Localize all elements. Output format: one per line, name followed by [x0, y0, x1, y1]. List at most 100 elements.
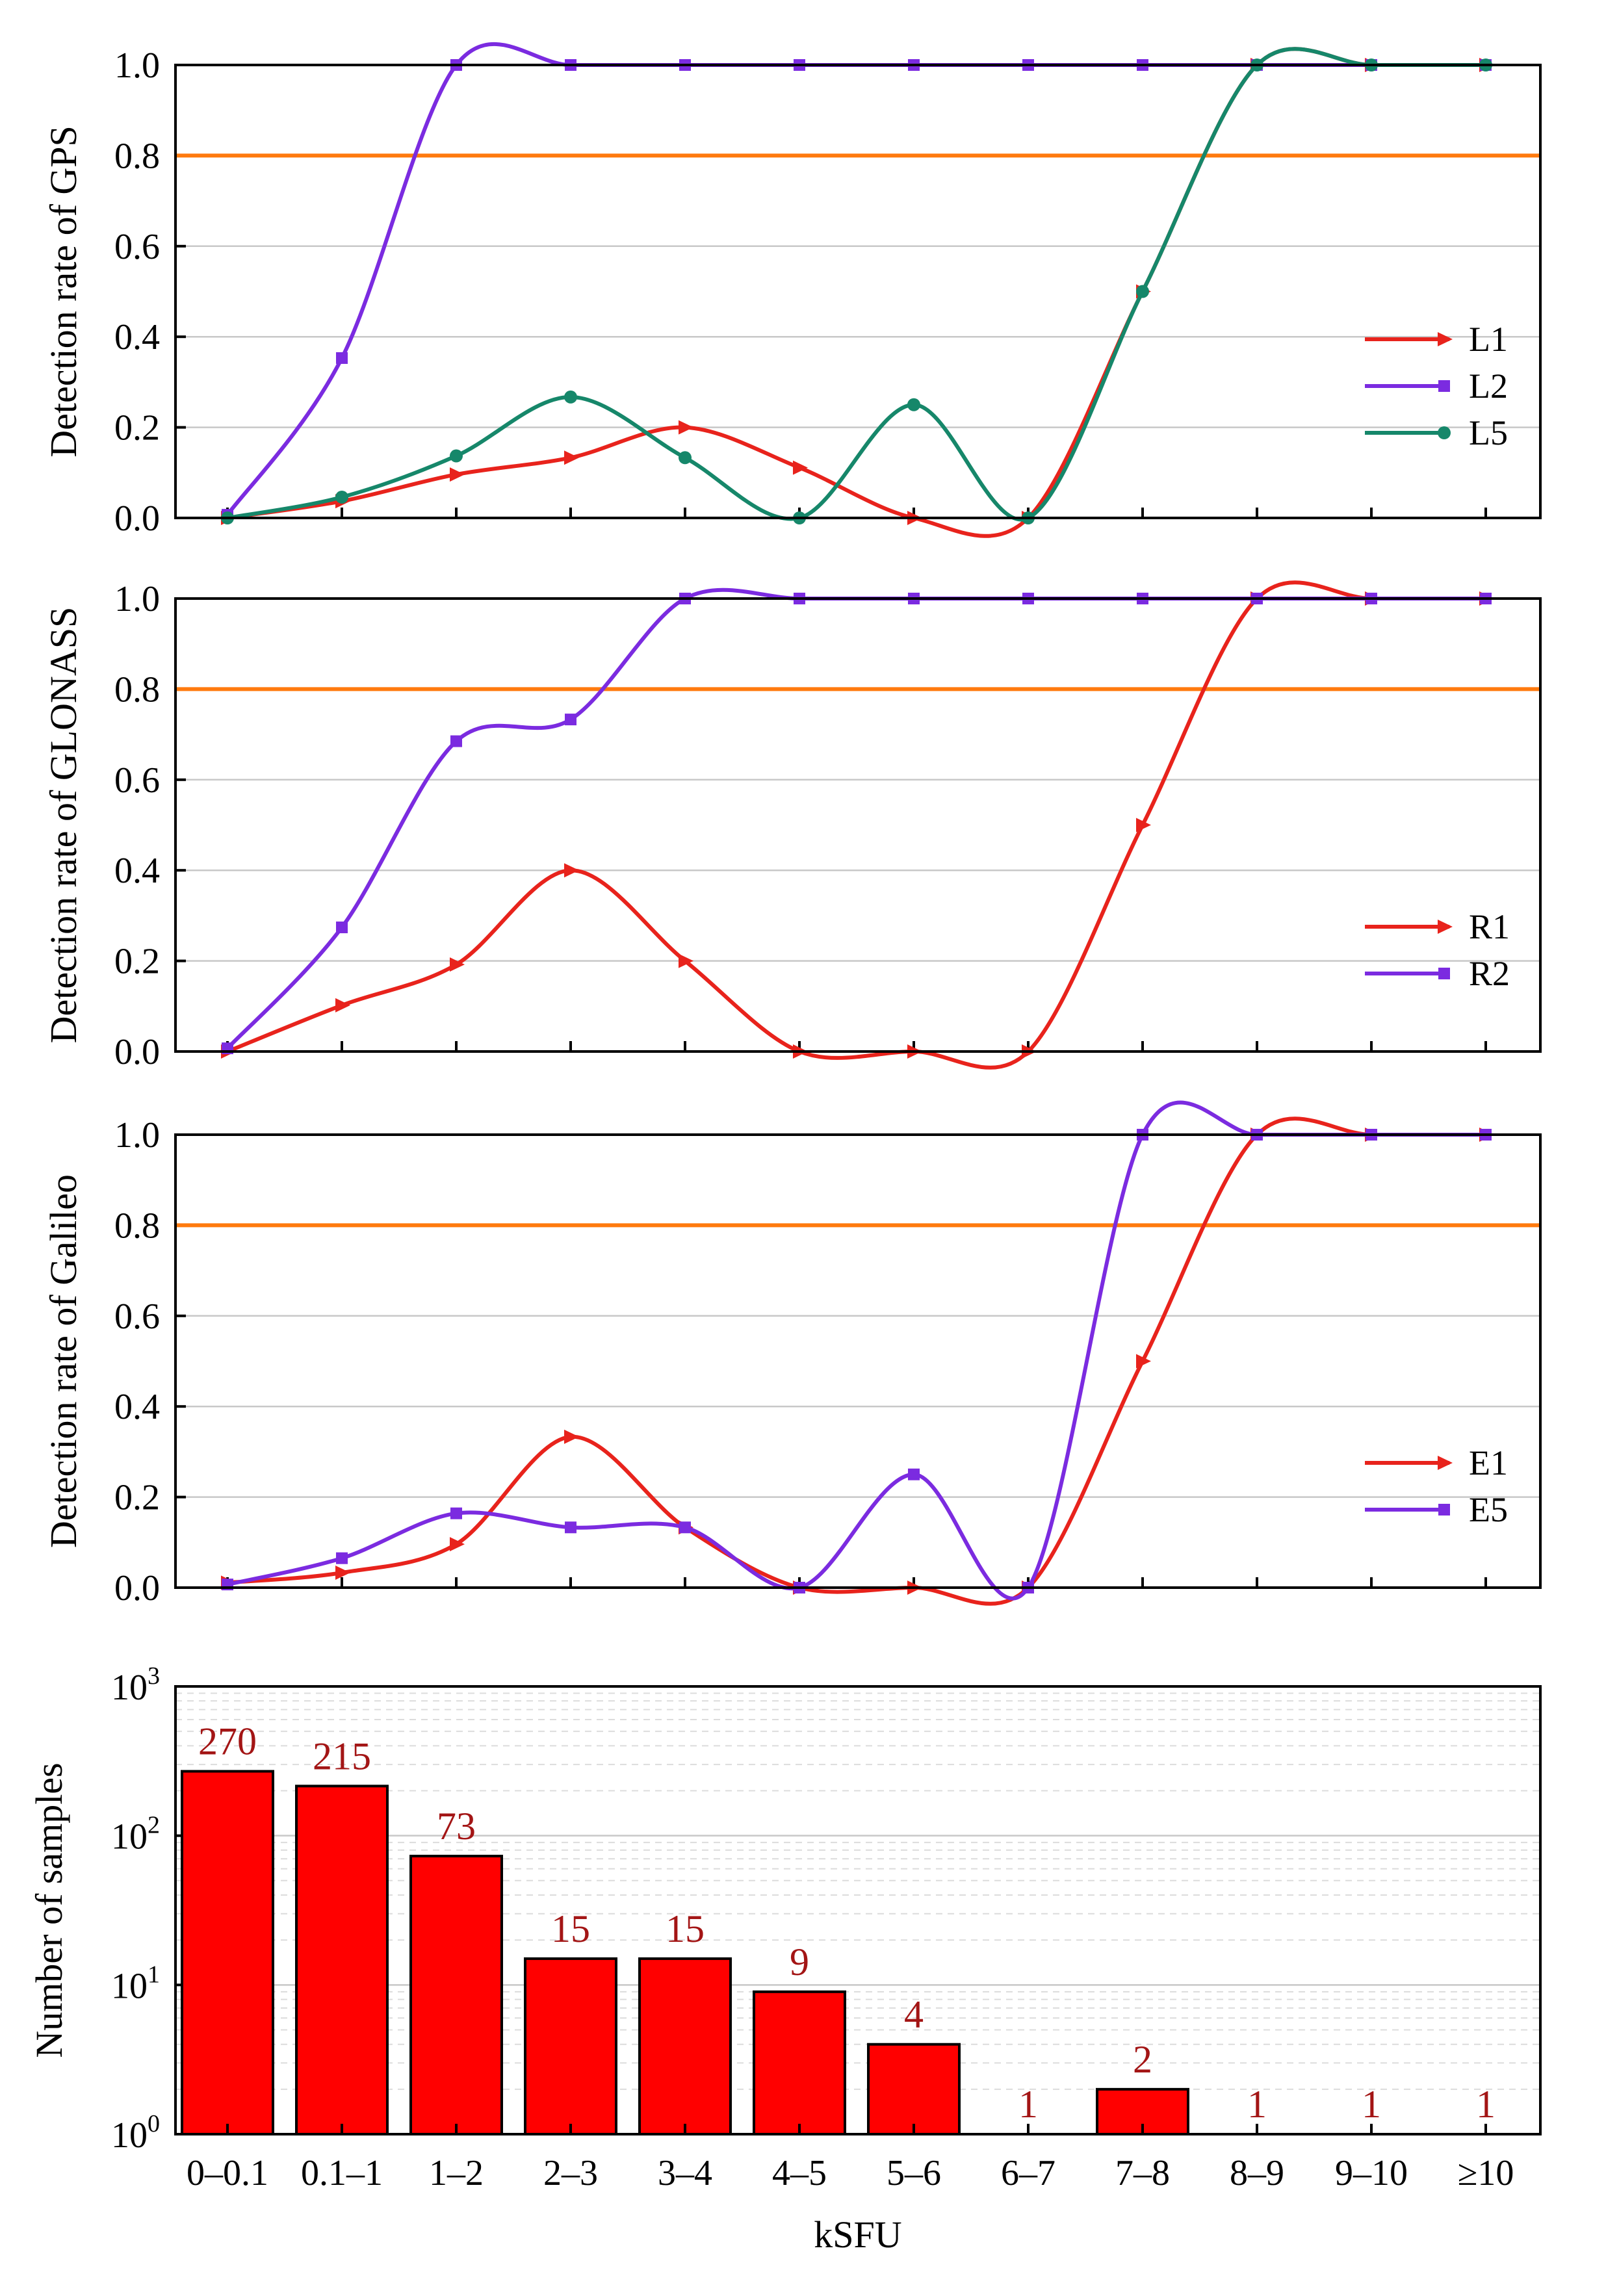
- x-tick-label: 2–3: [543, 2153, 598, 2193]
- y-tick-label: 0.0: [114, 1032, 160, 1072]
- legend-label-l5: L5: [1469, 413, 1508, 452]
- point-l1-5: [679, 420, 693, 435]
- x-tick-label: 0.1–1: [301, 2153, 383, 2193]
- bar-value-label: 73: [437, 1805, 476, 1848]
- y-tick-label: 102: [111, 1812, 160, 1857]
- line-panel-2: 0.0 0.2 0.4 0.6 0.8 1.0 R1 R2 Detection rate of …: [42, 579, 1542, 1072]
- series-line-r1: [226, 580, 1486, 1070]
- bar-1: [181, 1770, 274, 2135]
- legend-marker-r2: [1438, 968, 1450, 979]
- y-tick-exponent: 2: [148, 1812, 160, 1839]
- y-tick-label: 0.6: [114, 760, 160, 801]
- x-tick-label: 4–5: [772, 2153, 827, 2193]
- y-axis-title: Detection rate of GPS: [42, 125, 84, 458]
- y-tick-base: 10: [111, 1966, 148, 2006]
- x-tick-label: 3–4: [658, 2153, 712, 2193]
- series-line-l5: [227, 47, 1486, 522]
- x-tick-label: ≥10: [1458, 2153, 1514, 2193]
- x-tick-label: 1–2: [429, 2153, 484, 2193]
- y-tick-label: 0.8: [114, 136, 160, 176]
- bar-panel: 1001011021032700–0.12150.1–1731–2152–315…: [28, 1662, 1542, 2256]
- point-e5-2: [336, 1552, 348, 1564]
- line-panel-3: 0.0 0.2 0.4 0.6 0.8 1.0 E1 E5 Detection rate of …: [42, 1100, 1542, 1608]
- series-line-l1: [227, 47, 1486, 538]
- bar-7: [867, 2043, 961, 2135]
- y-tick-label: 0.6: [114, 227, 160, 267]
- legend-marker-l5: [1438, 426, 1451, 439]
- bar-value-label: 1: [1018, 2083, 1038, 2126]
- bar-value-label: 15: [551, 1907, 590, 1950]
- y-tick-label: 0.0: [114, 1568, 160, 1608]
- y-tick-label: 0.0: [114, 498, 160, 539]
- bar-2: [295, 1785, 389, 2135]
- y-tick-label: 0.4: [114, 1387, 160, 1427]
- y-axis-title: Detection rate of Galileo: [42, 1174, 84, 1548]
- point-l5-2: [335, 490, 348, 504]
- y-tick-label: 0.4: [114, 317, 160, 357]
- point-l5-9: [1136, 285, 1149, 298]
- legend-label-r1: R1: [1469, 907, 1510, 946]
- point-l1-4: [564, 450, 579, 465]
- point-l5-5: [679, 451, 692, 465]
- bar-value-label: 215: [313, 1735, 371, 1777]
- bar-6: [753, 1990, 846, 2135]
- y-tick-label: 0.2: [114, 1478, 160, 1518]
- point-l5-7: [907, 398, 920, 411]
- x-tick-label: 0–0.1: [187, 2153, 268, 2193]
- legend-marker-l1: [1438, 332, 1453, 346]
- point-e5-4: [565, 1521, 576, 1534]
- legend-marker-l2: [1438, 380, 1450, 392]
- y-tick-base: 10: [111, 1668, 148, 1708]
- bar-4: [524, 1957, 617, 2136]
- bar-5: [638, 1957, 732, 2136]
- bar-value-label: 15: [666, 1907, 705, 1950]
- point-l1-3: [450, 467, 465, 482]
- y-tick-base: 10: [111, 2115, 148, 2156]
- y-tick-label: 1.0: [114, 1115, 160, 1155]
- point-r1-9: [1136, 818, 1151, 832]
- bar-3: [409, 1855, 503, 2136]
- point-e5-3: [450, 1507, 462, 1519]
- legend-label-e1: E1: [1469, 1443, 1508, 1482]
- x-tick-label: 5–6: [887, 2153, 941, 2193]
- point-l2-2: [336, 352, 348, 364]
- y-tick-exponent: 1: [148, 1961, 160, 1988]
- point-e1-9: [1136, 1354, 1151, 1369]
- point-r2-4: [565, 714, 576, 726]
- legend-marker-e1: [1438, 1456, 1453, 1470]
- point-e1-4: [564, 1429, 579, 1444]
- point-r2-2: [336, 922, 348, 934]
- bar-value-label: 1: [1476, 2083, 1496, 2126]
- point-r1-2: [335, 998, 350, 1013]
- y-tick-label: 1.0: [114, 579, 160, 619]
- x-tick-label: 7–8: [1115, 2153, 1170, 2193]
- bar-value-label: 1: [1247, 2083, 1267, 2126]
- line-panels: 0.0 0.2 0.4 0.6 0.8 1.0 L1 L2 L5 Detection rate o…: [42, 42, 1542, 1608]
- bar-value-label: 270: [198, 1720, 257, 1763]
- point-r1-5: [679, 953, 693, 968]
- series-line-l2: [226, 42, 1486, 516]
- bar-value-label: 1: [1362, 2083, 1381, 2126]
- plot-frame: [174, 1685, 1542, 2135]
- legend-marker-e5: [1438, 1504, 1450, 1516]
- y-tick-label: 101: [111, 1961, 160, 2006]
- bar-value-label: 4: [904, 1993, 924, 2036]
- legend-label-l1: L1: [1469, 320, 1508, 359]
- y-axis-title: Number of samples: [28, 1762, 70, 2057]
- y-tick-label: 0.8: [114, 669, 160, 710]
- x-tick-label: 8–9: [1230, 2153, 1284, 2193]
- y-tick-exponent: 0: [148, 2110, 160, 2137]
- plot-frame: [174, 597, 1542, 1053]
- y-tick-base: 10: [111, 1817, 148, 1857]
- x-tick-label: 9–10: [1335, 2153, 1408, 2193]
- y-tick-label: 0.4: [114, 851, 160, 891]
- point-e1-3: [450, 1537, 465, 1552]
- y-tick-label: 0.8: [114, 1206, 160, 1246]
- bar-value-label: 9: [790, 1941, 809, 1983]
- point-l5-3: [450, 449, 463, 463]
- legend-label-r2: R2: [1469, 954, 1510, 993]
- y-tick-exponent: 3: [148, 1662, 160, 1690]
- point-l5-4: [564, 390, 577, 404]
- point-e5-5: [679, 1521, 691, 1534]
